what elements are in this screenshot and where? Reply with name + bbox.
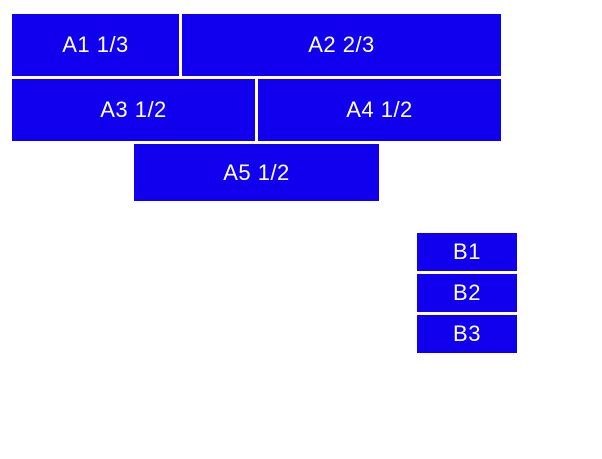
group-a-row-2: A3 1/2 A4 1/2 — [12, 79, 501, 141]
block-b2[interactable]: B2 — [417, 274, 517, 312]
block-a5[interactable]: A5 1/2 — [134, 144, 379, 201]
block-a3[interactable]: A3 1/2 — [12, 79, 255, 141]
group-b-container: B1 B2 B3 — [417, 233, 517, 353]
block-b3[interactable]: B3 — [417, 315, 517, 353]
group-a-row-3: A5 1/2 — [12, 144, 501, 201]
group-a-row-1: A1 1/3 A2 2/3 — [12, 14, 501, 76]
block-a4[interactable]: A4 1/2 — [258, 79, 501, 141]
group-a-container: A1 1/3 A2 2/3 A3 1/2 A4 1/2 A5 1/2 — [12, 14, 501, 201]
block-a1[interactable]: A1 1/3 — [12, 14, 179, 76]
block-b1[interactable]: B1 — [417, 233, 517, 271]
block-a2[interactable]: A2 2/3 — [182, 14, 501, 76]
